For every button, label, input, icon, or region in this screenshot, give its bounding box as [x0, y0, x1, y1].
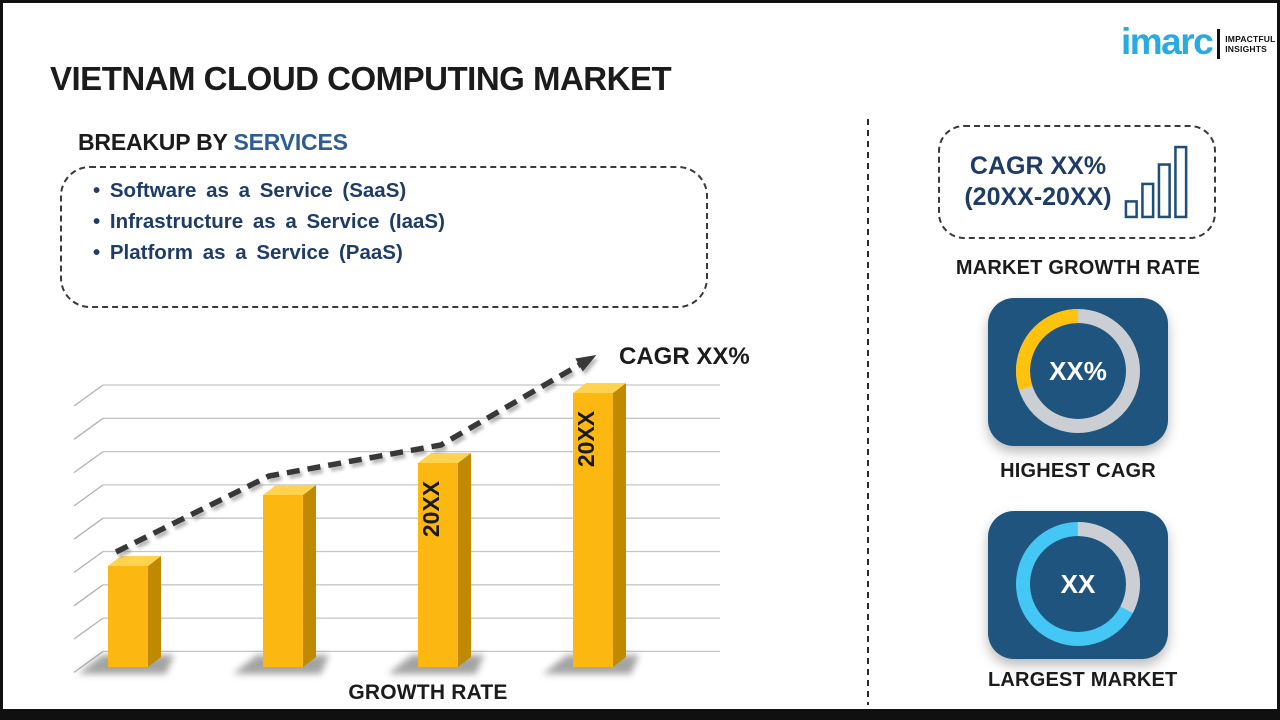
svg-text:20XX: 20XX [418, 480, 444, 537]
logo-tagline-line1: IMPACTFUL [1225, 33, 1276, 44]
highest-cagr-caption: HIGHEST CAGR [1000, 460, 1156, 482]
services-list-box [60, 166, 708, 308]
breakup-heading-prefix: BREAKUP BY [78, 129, 234, 155]
list-item: Platform as a Service (PaaS) [93, 237, 445, 268]
highest-cagr-value: XX% [1049, 356, 1107, 386]
services-list: Software as a Service (SaaS) Infrastruct… [93, 175, 445, 268]
market-growth-rate-caption: MARKET GROWTH RATE [955, 257, 1201, 279]
page-title: VIETNAM CLOUD COMPUTING MARKET [50, 60, 672, 97]
breakup-heading: BREAKUP BY SERVICES [78, 129, 348, 156]
highest-cagr-card: XX% [988, 298, 1168, 446]
logo-tagline: IMPACTFUL INSIGHTS [1225, 34, 1275, 54]
bottom-accent-bar [3, 709, 1277, 717]
chart-xaxis-label: GROWTH RATE [348, 681, 508, 704]
largest-market-card: XX [988, 511, 1168, 659]
list-item: Software as a Service (SaaS) [93, 175, 445, 206]
highest-cagr-donut-chart: XX% [1016, 309, 1140, 433]
chart-cagr-annotation: CAGR XX% [619, 343, 750, 370]
logo-divider-bar [1217, 28, 1221, 59]
largest-market-value: XX [1061, 569, 1096, 599]
cagr-value: CAGR XX% [969, 152, 1107, 180]
list-item: Infrastructure as a Service (IaaS) [93, 206, 445, 237]
largest-market-donut-chart: XX [1016, 522, 1140, 646]
logo-tagline-line2: INSIGHTS [1225, 43, 1267, 54]
cagr-period: (20XX-20XX) [964, 183, 1112, 211]
imarc-logo-wordmark: imarc [1121, 21, 1214, 62]
cagr-highlight-box: CAGR XX% (20XX-20XX) [938, 125, 1216, 239]
svg-text:20XX: 20XX [573, 410, 599, 467]
cagr-highlight-text: CAGR XX% (20XX-20XX) [964, 151, 1111, 213]
largest-market-caption: LARGEST MARKET [988, 669, 1178, 691]
imarc-logo: imarc IMPACTFUL INSIGHTS [1121, 23, 1276, 60]
ascending-bars-icon [1124, 145, 1188, 219]
breakup-heading-highlight: SERVICES [233, 129, 348, 155]
section-divider-dashed [867, 119, 869, 705]
